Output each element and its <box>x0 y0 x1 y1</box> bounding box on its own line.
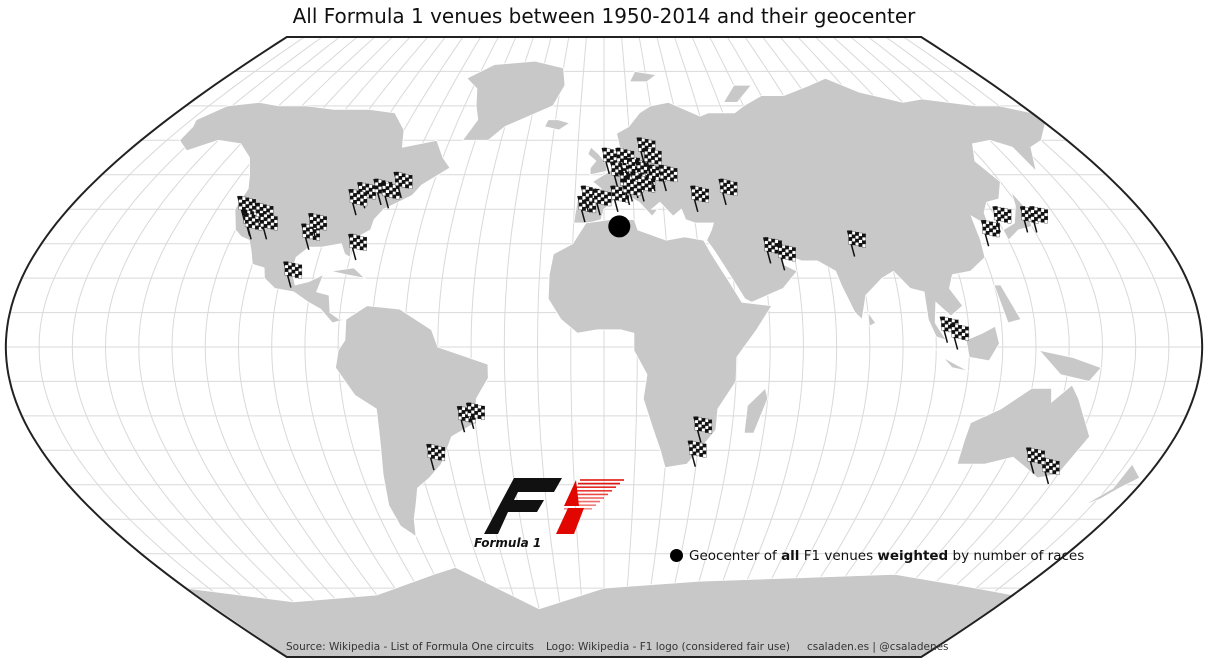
landmass-australia <box>956 384 1091 479</box>
checkered-flag-icon <box>1025 447 1045 474</box>
checkered-flag-icon <box>718 178 738 206</box>
checkered-flag-icon <box>465 402 485 429</box>
checkered-flag-icon <box>690 185 709 212</box>
checkered-flag-icon <box>1040 457 1060 485</box>
checkered-flag-icon <box>846 230 866 257</box>
checkered-flag-icon <box>308 213 327 240</box>
landmass-greenland <box>461 60 566 141</box>
landmass-novaya <box>722 84 753 103</box>
landmass-cuba <box>330 267 366 279</box>
landmass-svalbard <box>628 70 657 83</box>
checkered-flag-icon <box>949 323 969 350</box>
checkered-flag-icon <box>357 182 376 209</box>
checkered-flag-icon <box>283 261 303 288</box>
logo-credit: Logo: Wikipedia - F1 logo (considered fa… <box>546 641 790 653</box>
legend: Geocenter of all F1 venues weighted by n… <box>670 548 1084 564</box>
author-credit: csaladen.es | @csaladenes <box>807 641 949 653</box>
checkered-flag-icon <box>621 178 641 206</box>
checkered-flag-icon <box>592 189 612 216</box>
map-title: All Formula 1 venues between 1950-2014 a… <box>292 4 916 28</box>
source-credit: Source: Wikipedia - List of Formula One … <box>286 641 534 653</box>
landmass-philippines <box>993 284 1022 324</box>
landmass-iceland <box>544 119 571 131</box>
checkered-flag-icon <box>658 164 678 192</box>
landmass-north-america <box>179 101 451 324</box>
checkered-flag-icon <box>1029 206 1048 233</box>
checkered-flag-icon <box>348 233 367 261</box>
landmass-japan <box>1002 191 1033 241</box>
landmass-indonesia <box>918 329 1001 379</box>
landmass-madagascar <box>743 387 769 434</box>
landmass-africa <box>547 219 773 469</box>
geocenter-marker <box>608 215 631 238</box>
checkered-flag-icon <box>992 206 1012 233</box>
checkered-flag-icon <box>610 185 630 212</box>
f1-logo-caption: Formula 1 <box>474 536 542 550</box>
landmasses <box>179 60 1141 657</box>
landmass-south-america <box>335 305 489 538</box>
geocenter-legend-dot <box>670 549 683 562</box>
checkered-flag-icon <box>776 244 796 271</box>
venue-flags <box>237 137 1060 485</box>
checkered-flag-icon <box>258 213 278 240</box>
checkered-flag-icon <box>348 189 368 216</box>
globe-outline <box>4 36 1204 658</box>
landmass-eurasia <box>573 77 1046 341</box>
landmass-sri-lanka <box>867 311 877 327</box>
checkered-flag-icon <box>380 182 400 209</box>
checkered-flag-icon <box>687 440 707 467</box>
landmass-uk <box>587 146 608 176</box>
checkered-flag-icon <box>426 443 446 471</box>
landmass-new-zealand <box>1083 463 1141 506</box>
landmass-borneo <box>965 325 1000 362</box>
checkered-flag-icon <box>393 171 413 199</box>
checkered-flag-icon <box>301 223 320 250</box>
landmass-new-guinea <box>1038 349 1102 382</box>
f1-logo <box>484 478 624 534</box>
checkered-flag-icon <box>693 416 713 443</box>
checkered-flag-icon <box>615 147 635 175</box>
checkered-flag-icon <box>642 147 662 175</box>
